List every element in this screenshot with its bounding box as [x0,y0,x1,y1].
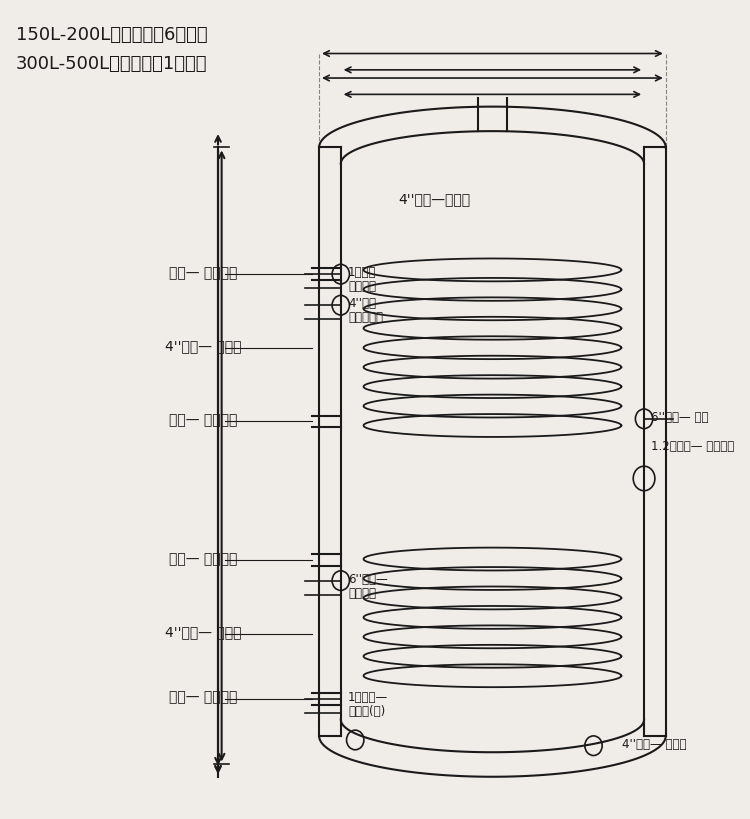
Text: 150L-200L盘管接口：6分外丝: 150L-200L盘管接口：6分外丝 [16,26,208,44]
Text: 温度压力表: 温度压力表 [348,310,383,324]
Text: 1寸内丝: 1寸内丝 [348,266,376,278]
Text: 4''内丝— 搽头口: 4''内丝— 搽头口 [165,625,242,639]
Text: 热水回水: 热水回水 [348,586,376,599]
Text: 1.2寸内丝— 电加热口: 1.2寸内丝— 电加热口 [651,440,734,453]
Text: 热水出口: 热水出口 [348,280,376,292]
Text: 外丝— 循环出口: 外丝— 循环出口 [170,690,238,704]
Text: 4''内丝— 搽头口: 4''内丝— 搽头口 [165,339,242,353]
Text: 4''内丝— 排污口: 4''内丝— 排污口 [622,737,687,750]
Text: 补水口(冷): 补水口(冷) [348,704,386,717]
Text: 外丝— 循环出口: 外丝— 循环出口 [170,412,238,426]
Text: 300L-500L盘管接口：1寸外丝: 300L-500L盘管接口：1寸外丝 [16,54,207,72]
Text: 外丝— 循环进口: 外丝— 循环进口 [170,551,238,565]
Text: 外丝— 循环进口: 外丝— 循环进口 [170,265,238,279]
Text: 6''内丝— 镁棒: 6''内丝— 镁棒 [651,410,709,423]
Text: 6''内丝—: 6''内丝— [348,572,388,585]
Text: 1寸内丝—: 1寸内丝— [348,690,388,704]
Text: 4''内丝—安全阀: 4''内丝—安全阀 [398,192,471,206]
Text: 4''内丝: 4''内丝 [348,297,376,310]
